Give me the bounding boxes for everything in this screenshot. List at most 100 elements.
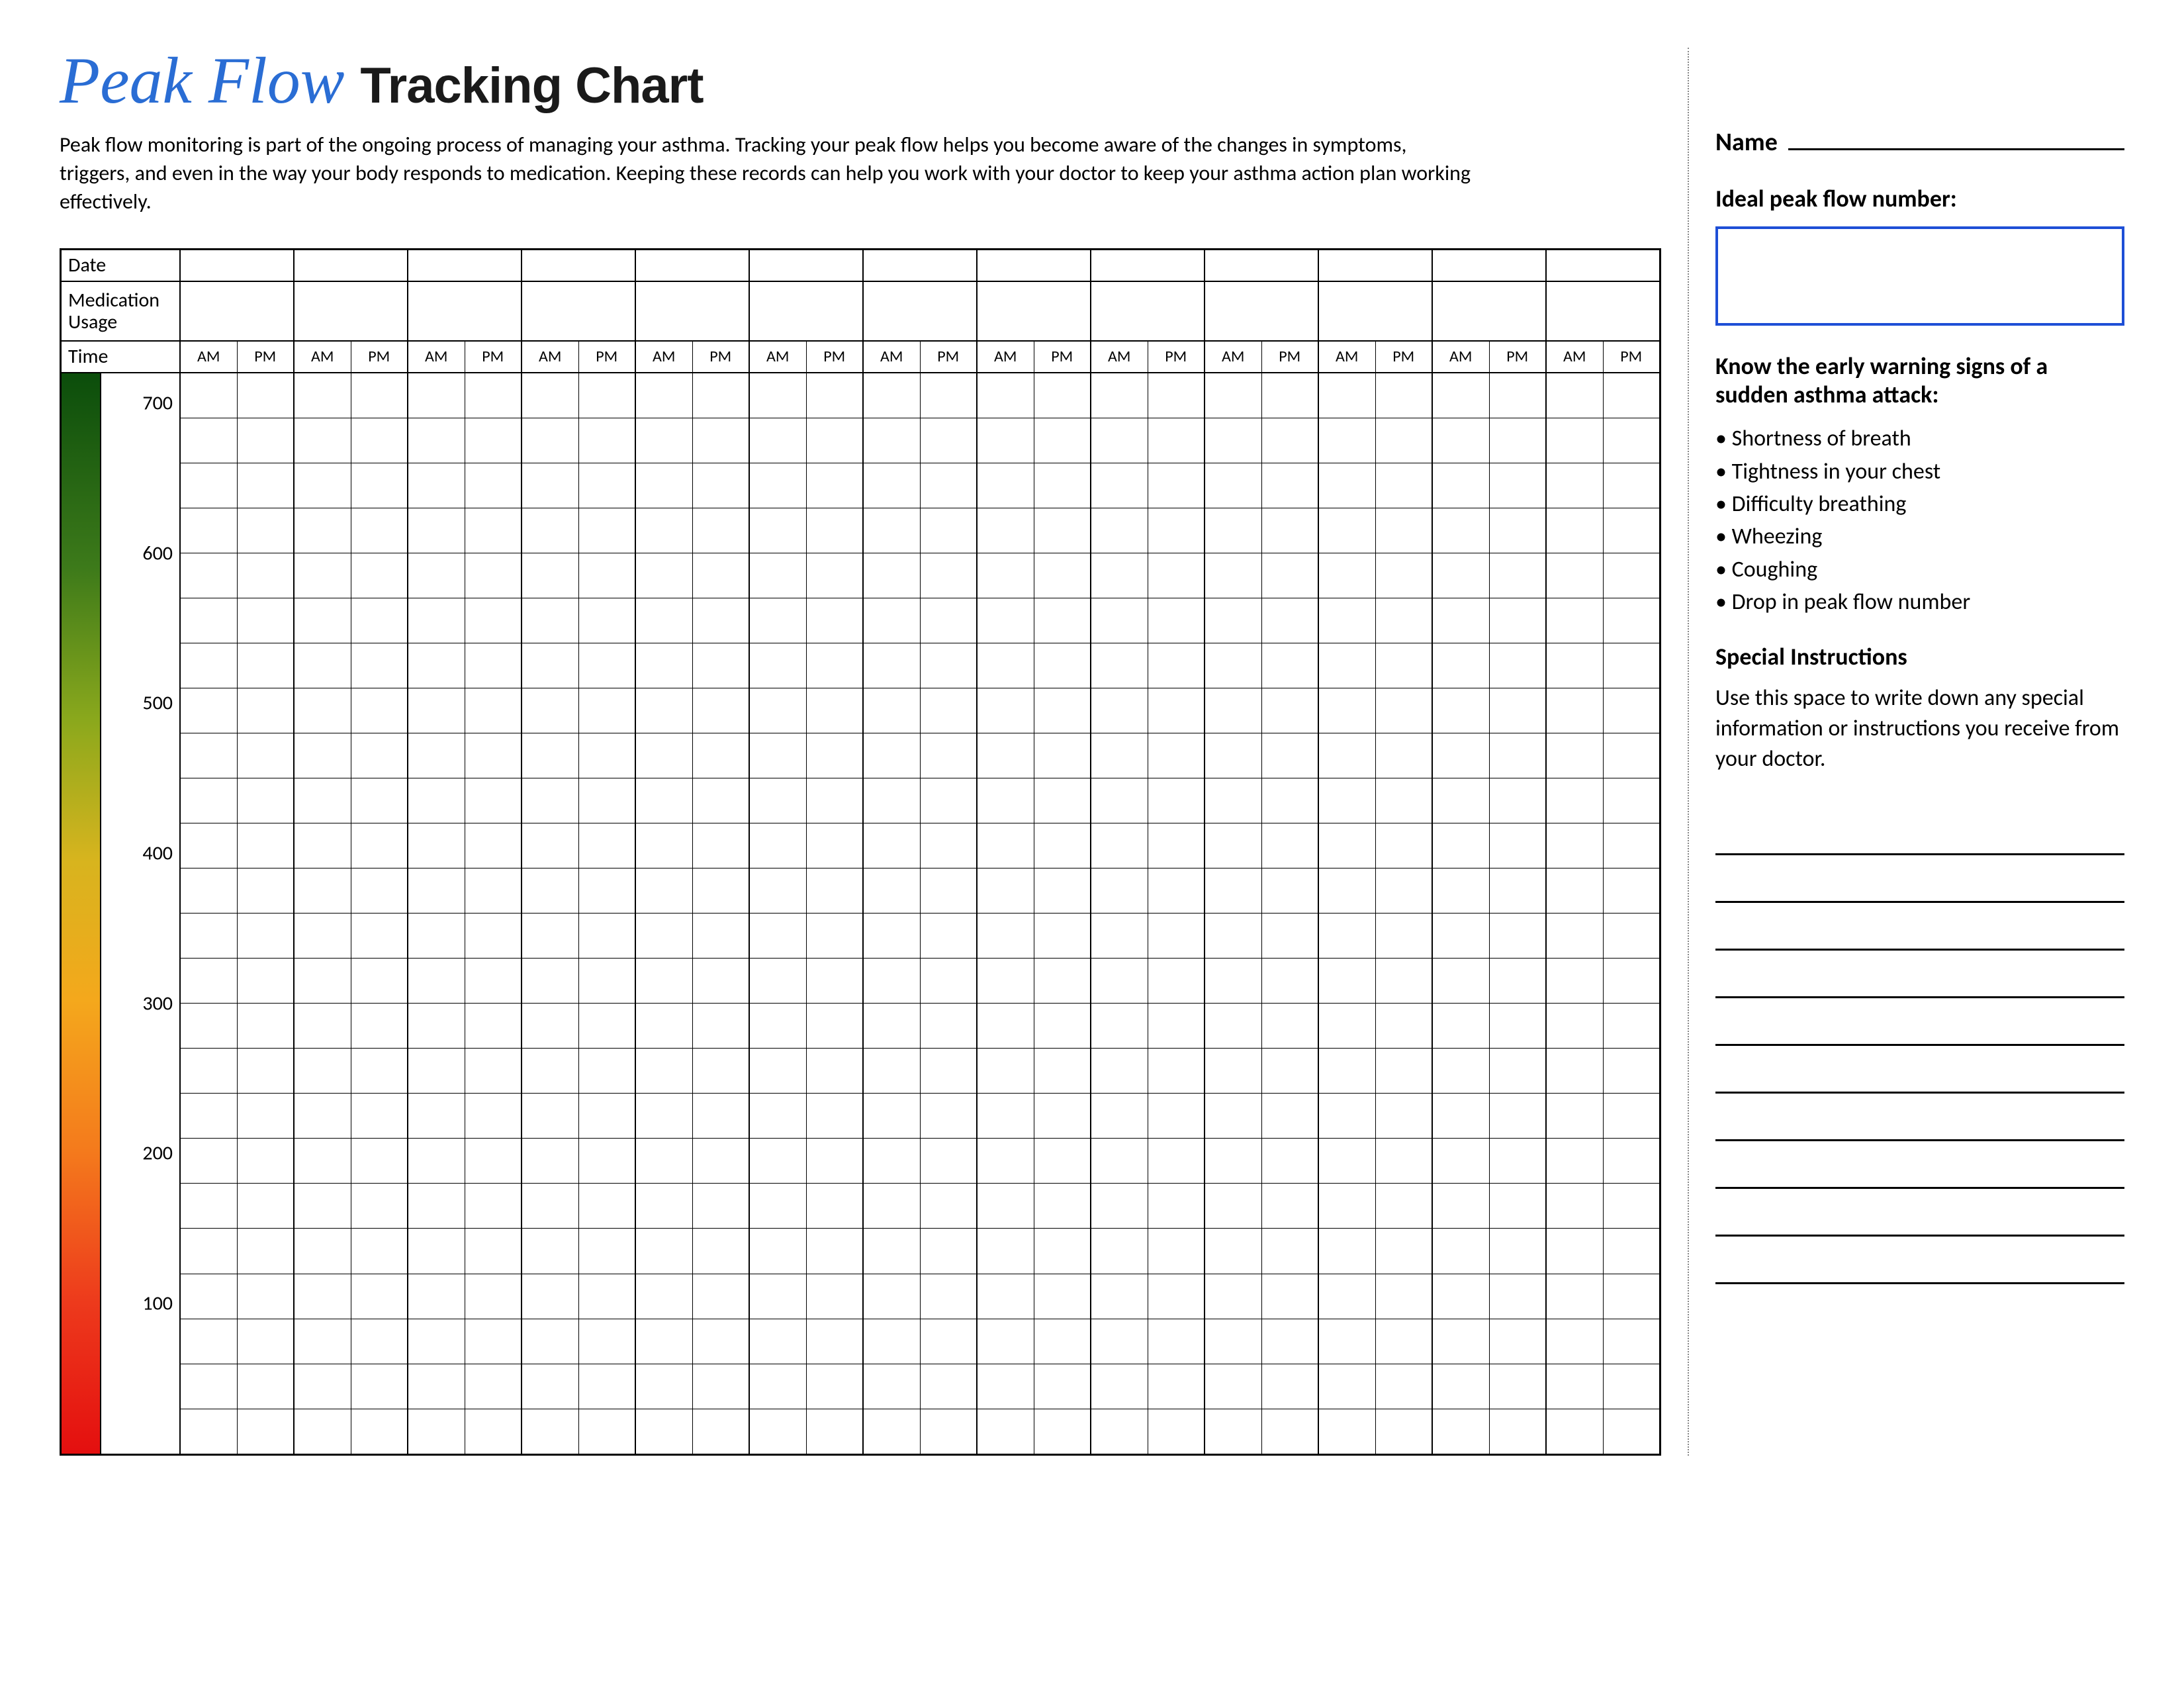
grid-cell[interactable] <box>1433 823 1490 868</box>
grid-cell[interactable] <box>807 914 864 958</box>
grid-cell[interactable] <box>1490 553 1547 598</box>
grid-cell[interactable] <box>351 553 409 598</box>
grid-cell[interactable] <box>1262 778 1320 823</box>
grid-cell[interactable] <box>522 914 579 958</box>
grid-cell[interactable] <box>1148 553 1206 598</box>
grid-cell[interactable] <box>807 1049 864 1093</box>
grid-cell[interactable] <box>295 1094 351 1138</box>
grid-cell[interactable] <box>1547 1049 1604 1093</box>
grid-cell[interactable] <box>1604 508 1660 553</box>
grid-cell[interactable] <box>921 1319 978 1364</box>
grid-cell[interactable] <box>351 463 409 508</box>
grid-cell[interactable] <box>465 688 523 733</box>
grid-cell[interactable] <box>807 778 864 823</box>
grid-cell[interactable] <box>636 418 693 463</box>
grid-cell[interactable] <box>1319 823 1376 868</box>
grid-cell[interactable] <box>1376 553 1433 598</box>
grid-cell[interactable] <box>864 733 921 778</box>
grid-cell[interactable] <box>864 373 921 418</box>
grid-cell[interactable] <box>522 868 579 913</box>
grid-cell[interactable] <box>522 688 579 733</box>
grid-cell[interactable] <box>1604 1409 1660 1454</box>
grid-cell[interactable] <box>238 733 295 778</box>
grid-cell[interactable] <box>295 778 351 823</box>
grid-cell[interactable] <box>1034 598 1092 643</box>
grid-cell[interactable] <box>1205 1409 1262 1454</box>
grid-cell[interactable] <box>522 598 579 643</box>
grid-cell[interactable] <box>1034 643 1092 688</box>
grid-cell[interactable] <box>351 1094 409 1138</box>
grid-cell[interactable] <box>1376 1229 1433 1273</box>
grid-cell[interactable] <box>1205 598 1262 643</box>
grid-cell[interactable] <box>693 959 751 1003</box>
grid-cell[interactable] <box>1319 508 1376 553</box>
grid-cell[interactable] <box>921 1364 978 1409</box>
grid-cell[interactable] <box>1205 778 1262 823</box>
grid-cell[interactable] <box>1604 1319 1660 1364</box>
grid-cell[interactable] <box>1433 778 1490 823</box>
grid-cell[interactable] <box>1091 914 1148 958</box>
grid-cell[interactable] <box>750 823 807 868</box>
grid-cell[interactable] <box>351 598 409 643</box>
grid-cell[interactable] <box>807 373 864 418</box>
grid-cell[interactable] <box>807 508 864 553</box>
grid-cell[interactable] <box>351 823 409 868</box>
grid-cell[interactable] <box>636 1229 693 1273</box>
grid-cell[interactable] <box>636 643 693 688</box>
grid-cell[interactable] <box>864 643 921 688</box>
grid-cell[interactable] <box>408 1004 465 1048</box>
grid-cell[interactable] <box>181 1319 238 1364</box>
grid-cell[interactable] <box>1319 733 1376 778</box>
grid-cell[interactable] <box>921 1139 978 1183</box>
grid-cell[interactable] <box>1091 643 1148 688</box>
grid-cell[interactable] <box>807 688 864 733</box>
grid-cell[interactable] <box>238 868 295 913</box>
grid-cell[interactable] <box>1034 959 1092 1003</box>
grid-cell[interactable] <box>750 778 807 823</box>
grid-cell[interactable] <box>1148 688 1206 733</box>
grid-cell[interactable] <box>1148 823 1206 868</box>
grid-cell[interactable] <box>1376 1139 1433 1183</box>
grid-cell[interactable] <box>1262 959 1320 1003</box>
grid-cell[interactable] <box>1604 373 1660 418</box>
grid-cell[interactable] <box>1319 1094 1376 1138</box>
medication-cell[interactable] <box>978 282 1091 340</box>
grid-cell[interactable] <box>351 1184 409 1228</box>
grid-cell[interactable] <box>579 868 637 913</box>
grid-cell[interactable] <box>1433 1139 1490 1183</box>
grid-cell[interactable] <box>1205 373 1262 418</box>
medication-cell[interactable] <box>295 282 408 340</box>
grid-cell[interactable] <box>636 553 693 598</box>
grid-cell[interactable] <box>1433 1004 1490 1048</box>
grid-cell[interactable] <box>1547 733 1604 778</box>
grid-cell[interactable] <box>1319 1319 1376 1364</box>
grid-cell[interactable] <box>1262 1229 1320 1273</box>
grid-cell[interactable] <box>921 823 978 868</box>
grid-cell[interactable] <box>1205 688 1262 733</box>
grid-cell[interactable] <box>750 1319 807 1364</box>
grid-cell[interactable] <box>1262 1319 1320 1364</box>
grid-cell[interactable] <box>1604 463 1660 508</box>
grid-cell[interactable] <box>978 868 1034 913</box>
grid-cell[interactable] <box>408 1274 465 1319</box>
grid-cell[interactable] <box>1433 1274 1490 1319</box>
grid-cell[interactable] <box>465 598 523 643</box>
grid-cell[interactable] <box>579 688 637 733</box>
grid-cell[interactable] <box>1547 373 1604 418</box>
grid-cell[interactable] <box>864 1094 921 1138</box>
grid-cell[interactable] <box>579 643 637 688</box>
grid-cell[interactable] <box>1091 1274 1148 1319</box>
grid-cell[interactable] <box>807 868 864 913</box>
grid-cell[interactable] <box>238 1184 295 1228</box>
grid-cell[interactable] <box>750 688 807 733</box>
grid-cell[interactable] <box>1148 463 1206 508</box>
grid-cell[interactable] <box>807 463 864 508</box>
grid-cell[interactable] <box>1148 733 1206 778</box>
grid-cell[interactable] <box>1205 1049 1262 1093</box>
grid-cell[interactable] <box>1148 418 1206 463</box>
grid-cell[interactable] <box>295 598 351 643</box>
grid-cell[interactable] <box>1490 508 1547 553</box>
grid-cell[interactable] <box>181 1184 238 1228</box>
grid-cell[interactable] <box>1604 733 1660 778</box>
grid-cell[interactable] <box>181 823 238 868</box>
